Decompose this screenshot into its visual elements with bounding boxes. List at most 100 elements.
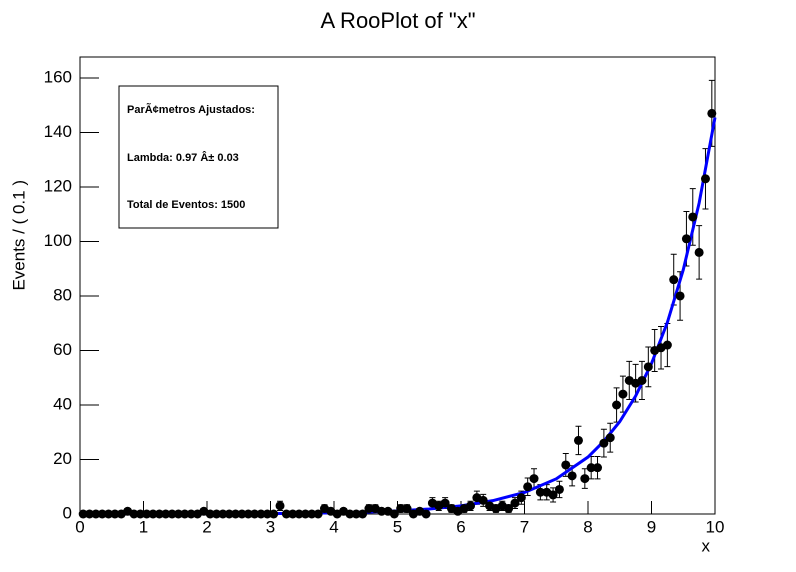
data-point [466, 501, 476, 511]
data-point [104, 509, 114, 519]
data-point [612, 400, 622, 410]
data-point [402, 504, 412, 514]
data-point [313, 509, 323, 519]
data-point [700, 174, 710, 184]
data-point [694, 247, 704, 257]
data-point [212, 509, 222, 519]
data-point [707, 108, 717, 118]
x-tick-label: 8 [583, 517, 592, 536]
data-point [129, 509, 139, 519]
data-point [478, 495, 488, 505]
data-point [504, 504, 514, 514]
x-tick-label: 4 [329, 517, 338, 536]
stats-text: ParÃ¢metros Ajustados: [127, 103, 255, 116]
data-point [205, 509, 215, 519]
data-point [186, 509, 196, 519]
data-point [85, 509, 95, 519]
data-point [180, 509, 190, 519]
y-tick-label: 140 [44, 122, 72, 141]
y-tick-label: 40 [53, 394, 72, 413]
data-point [580, 474, 590, 484]
y-tick-label: 120 [44, 176, 72, 195]
data-point [142, 509, 152, 519]
data-point [510, 498, 520, 508]
data-point [91, 509, 101, 519]
stats-box [118, 85, 279, 229]
data-point [110, 509, 120, 519]
data-point [529, 474, 539, 484]
x-tick-label: 7 [520, 517, 529, 536]
chart-title: A RooPlot of "x" [320, 8, 475, 33]
data-point [300, 509, 310, 519]
data-point [269, 509, 279, 519]
data-point [573, 435, 583, 445]
x-tick-label: 0 [75, 517, 84, 536]
x-axis-label: x [702, 536, 711, 555]
data-point [307, 509, 317, 519]
y-tick-label: 80 [53, 285, 72, 304]
data-point [396, 504, 406, 514]
data-point [675, 291, 685, 301]
y-tick-label: 20 [53, 449, 72, 468]
data-point [681, 234, 691, 244]
data-point [440, 498, 450, 508]
data-point [535, 487, 545, 497]
data-point [561, 460, 571, 470]
data-point [173, 509, 183, 519]
x-tick-label: 2 [202, 517, 211, 536]
y-tick-label: 60 [53, 340, 72, 359]
x-tick-label: 9 [647, 517, 656, 536]
data-point [358, 509, 368, 519]
data-point [554, 484, 564, 494]
data-point [599, 438, 609, 448]
data-point [548, 490, 558, 500]
data-point [262, 509, 272, 519]
data-point [224, 509, 234, 519]
data-point [364, 504, 374, 514]
data-point [637, 375, 647, 385]
data-point [669, 275, 679, 285]
data-point [351, 509, 361, 519]
y-tick-label: 160 [44, 67, 72, 86]
data-point [148, 509, 158, 519]
data-point [288, 509, 298, 519]
data-point [618, 389, 628, 399]
y-tick-label: 0 [63, 503, 72, 522]
data-point [250, 509, 260, 519]
data-point [345, 509, 355, 519]
data-point [593, 463, 603, 473]
data-point [389, 509, 399, 519]
data-point [523, 482, 533, 492]
stats-text: Total de Eventos: 1500 [127, 199, 245, 211]
data-point [567, 471, 577, 481]
data-point [275, 501, 285, 511]
x-tick-label: 6 [456, 517, 465, 536]
x-tick-label: 10 [706, 517, 725, 536]
data-point [237, 509, 247, 519]
data-point [218, 509, 228, 519]
data-point [281, 509, 291, 519]
data-point [294, 509, 304, 519]
x-tick-label: 5 [393, 517, 402, 536]
data-point [161, 509, 171, 519]
data-point [605, 433, 615, 443]
data-point [78, 509, 88, 519]
data-point [643, 362, 653, 372]
data-point [154, 509, 164, 519]
data-point [421, 509, 431, 519]
data-point [516, 493, 526, 503]
data-point [231, 509, 241, 519]
data-point [586, 463, 596, 473]
x-tick-label: 3 [266, 517, 275, 536]
y-axis-label: Events / ( 0.1 ) [9, 180, 28, 291]
data-point [167, 509, 177, 519]
data-point [135, 509, 145, 519]
data-point [662, 340, 672, 350]
data-point [97, 509, 107, 519]
data-point [256, 509, 266, 519]
data-point [243, 509, 253, 519]
x-tick-label: 1 [139, 517, 148, 536]
y-tick-label: 100 [44, 231, 72, 250]
data-point [377, 506, 387, 516]
